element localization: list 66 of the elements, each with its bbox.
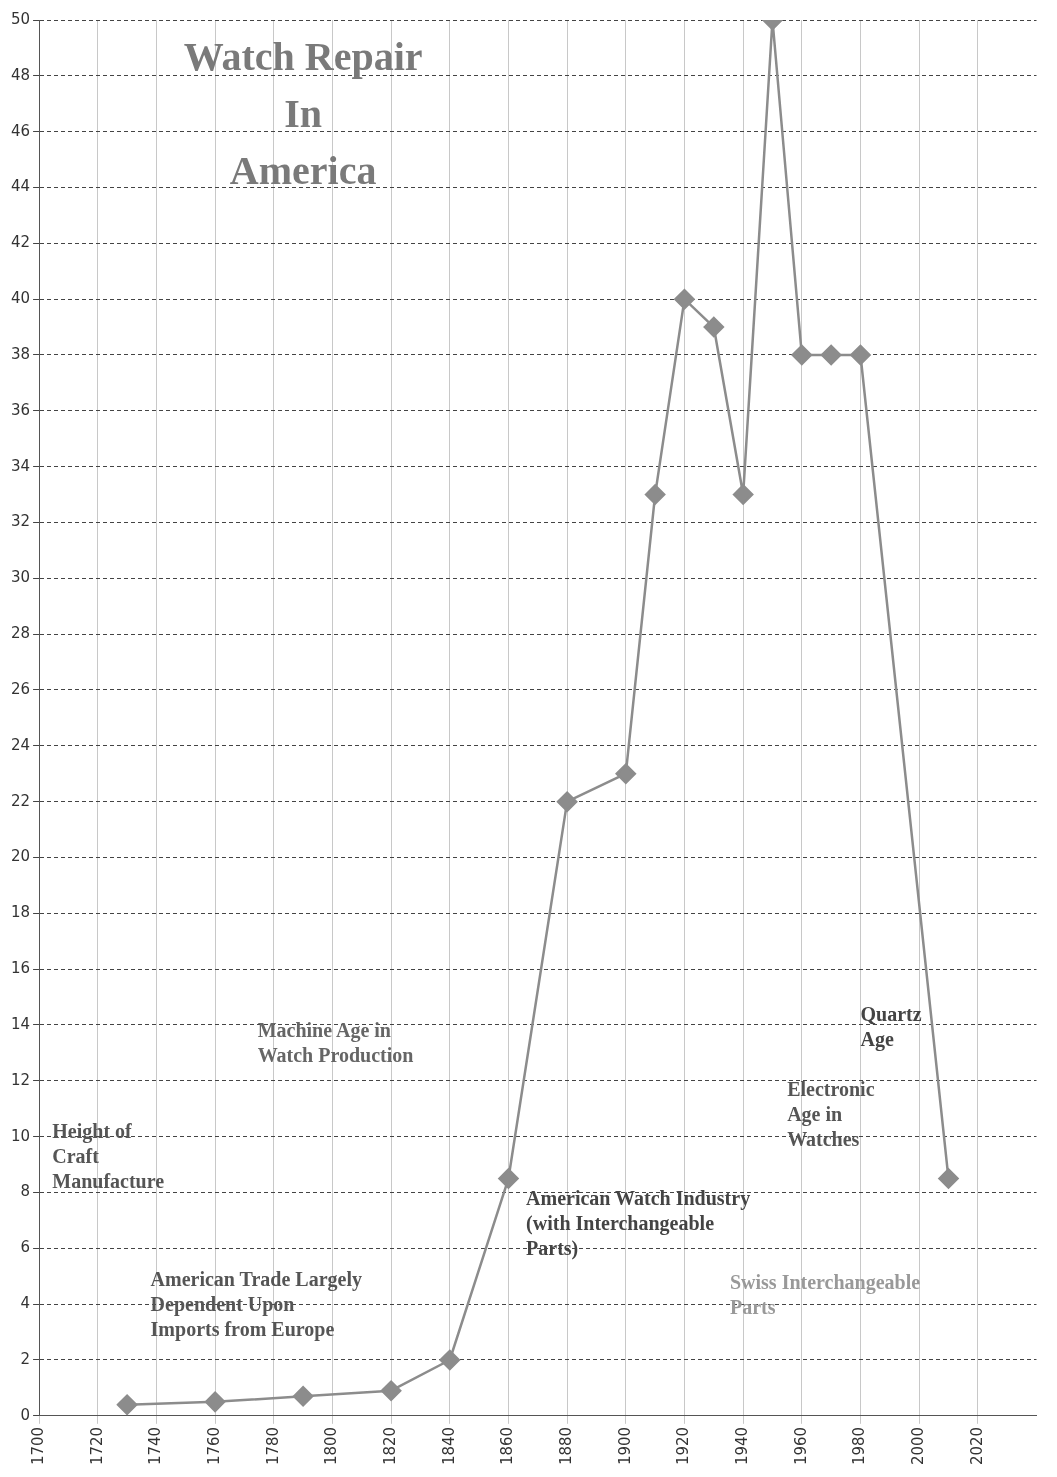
y-tick-label: 18 xyxy=(10,903,31,922)
x-tick-label: 1860 xyxy=(498,1426,517,1466)
y-tick-label: 28 xyxy=(10,624,31,643)
y-tick-label: 2 xyxy=(20,1349,31,1368)
point xyxy=(116,1394,138,1415)
point xyxy=(292,1386,314,1407)
y-tick-label: 26 xyxy=(10,679,31,698)
y-tick-label: 24 xyxy=(10,735,31,754)
x-tick-label: 1960 xyxy=(791,1426,810,1466)
y-tick-label: 0 xyxy=(20,1405,31,1424)
x-tick-label: 1840 xyxy=(439,1426,458,1466)
text: Watch Repair In America xyxy=(183,33,423,193)
x-tick-label: 1820 xyxy=(381,1426,400,1466)
x-tick-label: 2000 xyxy=(909,1426,928,1466)
x-tick-label: 1740 xyxy=(146,1426,165,1466)
y-tick-label: 8 xyxy=(20,1182,31,1201)
y-tick-label: 12 xyxy=(10,1070,31,1089)
y-tick-label: 46 xyxy=(10,121,31,140)
point xyxy=(820,344,842,366)
x-tick-label: 1780 xyxy=(263,1426,282,1466)
x-tick-label: 1800 xyxy=(322,1426,341,1466)
point xyxy=(732,484,754,505)
y-tick-label: 36 xyxy=(10,400,31,419)
annotation: Quartz Age xyxy=(860,1002,922,1051)
y-tick-label: 50 xyxy=(10,9,31,28)
y-tick-label: 30 xyxy=(10,568,31,587)
x-tick-label: 1940 xyxy=(733,1426,752,1466)
x-tick-label: 1880 xyxy=(557,1426,576,1466)
y-tick-label: 14 xyxy=(10,1014,31,1033)
y-tick-label: 40 xyxy=(10,289,31,308)
y-tick-label: 32 xyxy=(10,512,31,531)
point xyxy=(850,344,871,366)
point xyxy=(703,316,725,338)
x-tick-label: 2020 xyxy=(967,1426,986,1466)
point xyxy=(498,1168,519,1189)
point xyxy=(556,791,578,812)
y-tick-label: 48 xyxy=(10,65,31,84)
point xyxy=(938,1168,959,1189)
x-tick-label: 1900 xyxy=(615,1426,634,1466)
annotation: Electronic Age in Watches xyxy=(787,1078,875,1150)
point xyxy=(674,288,695,310)
x-tick-label: 1760 xyxy=(204,1426,223,1466)
point xyxy=(380,1380,402,1401)
point xyxy=(644,484,666,505)
y-tick-label: 4 xyxy=(20,1294,31,1313)
y-tick-label: 22 xyxy=(10,791,31,810)
y-tick-label: 10 xyxy=(10,1126,31,1145)
x-tick-label: 1720 xyxy=(87,1426,106,1466)
annotation: Machine Age in Watch Production xyxy=(257,1019,414,1067)
point xyxy=(204,1391,226,1413)
y-tick-label: 6 xyxy=(20,1238,31,1257)
y-tick-label: 38 xyxy=(10,344,31,363)
annotation: Height of Craft Manufacture xyxy=(52,1119,165,1192)
x-tick-label: 1920 xyxy=(674,1426,693,1466)
y-tick-label: 20 xyxy=(10,847,31,866)
x-tick-label: 1980 xyxy=(850,1426,869,1466)
y-tick-label: 16 xyxy=(10,959,31,978)
point xyxy=(791,344,813,366)
y-tick-label: 34 xyxy=(10,456,31,475)
y-tick-label: 44 xyxy=(10,177,31,196)
y-tick-label: 42 xyxy=(10,233,31,252)
x-tick-label: 1700 xyxy=(28,1426,47,1466)
point xyxy=(439,1349,461,1371)
annotation: Swiss Interchangeable Parts xyxy=(729,1270,921,1318)
point xyxy=(615,763,637,784)
annotation: American Trade Largely Dependent Upon Imports from Europe xyxy=(150,1267,362,1341)
